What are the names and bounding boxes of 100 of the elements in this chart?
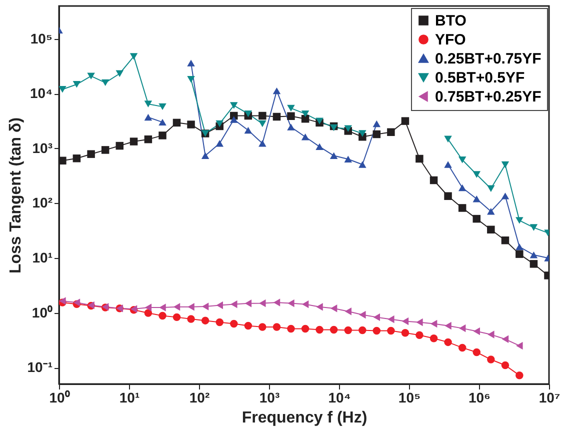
point [501, 192, 510, 200]
point [344, 156, 352, 162]
point [387, 326, 395, 335]
point [330, 304, 338, 312]
x-tick-label: 10⁰ [49, 390, 70, 406]
point [444, 161, 452, 168]
point [230, 116, 238, 123]
point [430, 320, 438, 328]
point [216, 120, 224, 128]
point [388, 315, 394, 324]
point [301, 110, 310, 118]
point [144, 304, 152, 312]
point [501, 236, 510, 244]
point [316, 303, 323, 311]
y-tick-label: 10³ [32, 140, 53, 156]
point [372, 120, 381, 128]
y-tick-label: 10⁵ [30, 30, 52, 46]
point [472, 171, 481, 178]
legend-label: BTO [435, 12, 467, 30]
point [244, 110, 252, 118]
point [59, 156, 66, 165]
legend-label: 0.5BT+0.5YF [435, 70, 525, 86]
point [516, 217, 524, 224]
x-tick-label: 10² [189, 390, 210, 406]
point [401, 117, 410, 125]
point [472, 214, 481, 223]
point [516, 342, 523, 350]
point [87, 150, 95, 158]
point [130, 53, 138, 60]
point [272, 323, 281, 331]
point [387, 128, 395, 136]
legend-label: 0.25BT+0.75YF [435, 50, 542, 68]
x-tick-label: 10³ [259, 390, 280, 406]
point [287, 104, 295, 112]
point [72, 81, 81, 88]
point [372, 130, 381, 138]
point [187, 60, 195, 66]
point [487, 356, 495, 364]
point [158, 103, 166, 110]
x-tick-label: 10⁶ [468, 390, 491, 406]
point [201, 152, 210, 159]
point [416, 331, 424, 340]
point [444, 322, 452, 330]
point [272, 87, 281, 94]
point [158, 312, 166, 320]
point [101, 79, 110, 86]
point [287, 324, 295, 333]
point [258, 323, 266, 331]
point [258, 140, 266, 147]
y-tick-label: 10⁰ [32, 304, 52, 320]
x-axis-title: Frequency f (Hz) [242, 410, 368, 426]
y-tick-label: 10⁴ [30, 85, 53, 102]
point [144, 135, 152, 144]
point [258, 120, 266, 128]
point [501, 361, 510, 370]
point [288, 299, 294, 308]
point [330, 326, 338, 334]
point [244, 126, 252, 134]
point [401, 328, 410, 337]
point [416, 318, 423, 326]
point [458, 156, 466, 164]
point [530, 224, 538, 231]
point [172, 118, 181, 127]
point [358, 130, 366, 137]
point [372, 326, 381, 335]
point [487, 208, 495, 215]
point [472, 196, 481, 202]
point [473, 327, 480, 336]
point [416, 154, 424, 163]
point [458, 184, 466, 192]
point [516, 250, 524, 258]
point [130, 138, 138, 146]
y-tick-label: 10⁻¹ [27, 359, 53, 376]
point [287, 124, 295, 130]
point [144, 309, 152, 317]
point [159, 304, 166, 312]
point [216, 318, 224, 326]
legend-label: YFO [435, 32, 466, 48]
point [458, 344, 466, 352]
point [287, 112, 295, 120]
point [516, 243, 524, 250]
point [216, 301, 223, 310]
point [72, 154, 81, 162]
point [488, 330, 494, 338]
point [187, 120, 195, 128]
point [144, 114, 152, 121]
point [272, 112, 281, 121]
x-tick-label: 10¹ [119, 390, 140, 406]
point [359, 310, 366, 319]
point [472, 348, 481, 356]
point [373, 313, 380, 322]
point [59, 86, 66, 93]
x-tick-label: 10⁷ [538, 390, 560, 406]
point [172, 313, 181, 322]
point [244, 322, 252, 330]
point [116, 142, 124, 150]
point [202, 302, 209, 310]
point [230, 320, 238, 328]
point [444, 192, 452, 200]
point [316, 143, 324, 150]
